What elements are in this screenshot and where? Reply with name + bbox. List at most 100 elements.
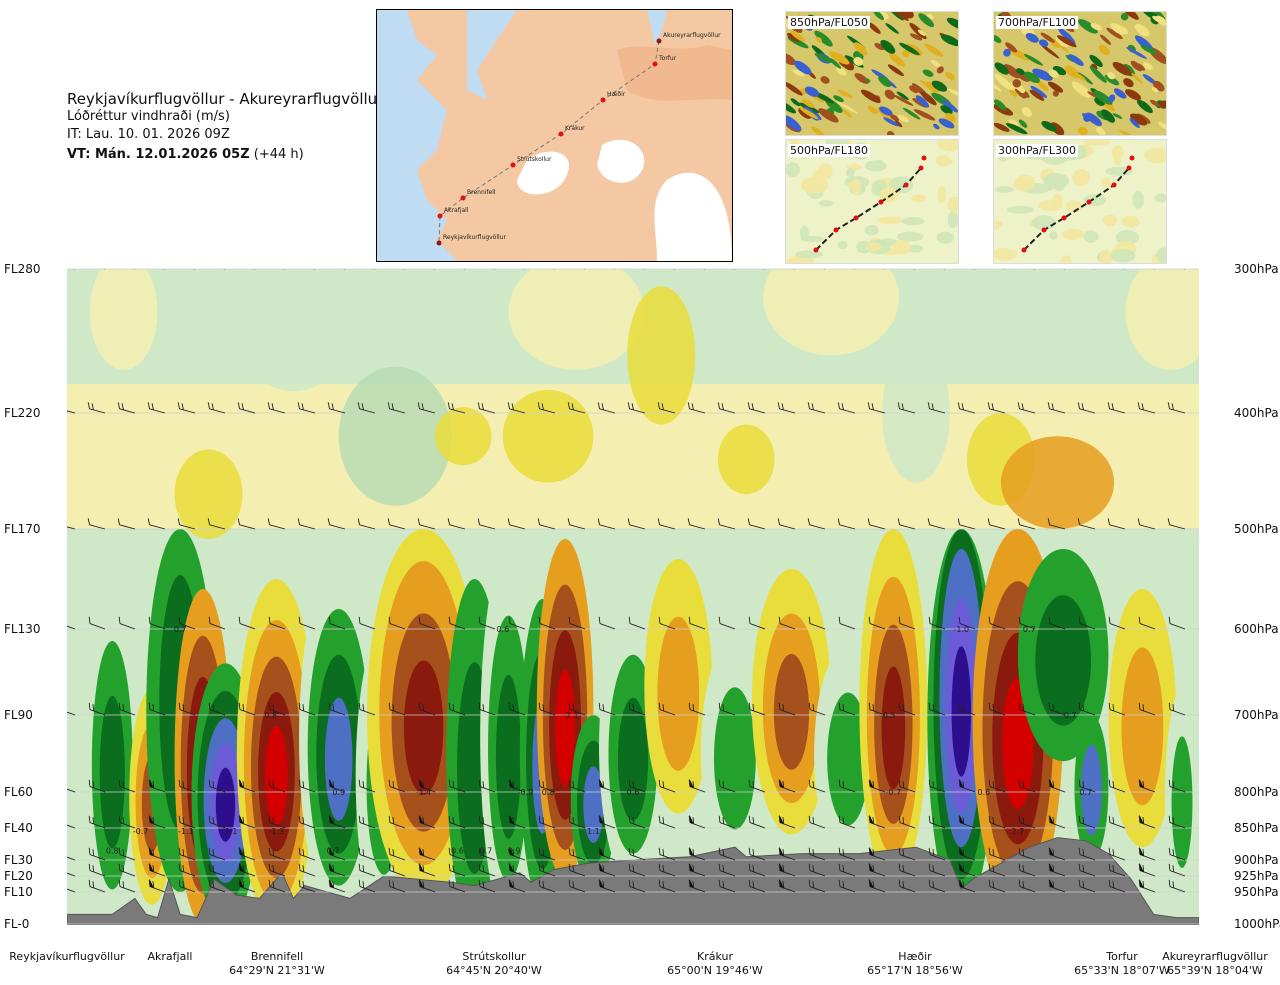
barb-feather [868, 616, 871, 624]
route-point-0 [656, 38, 662, 44]
barb-feather [298, 815, 301, 823]
barb-feather [358, 616, 361, 624]
barb-staff [149, 870, 166, 877]
wind-barb-118 [178, 616, 196, 630]
barb-feather [178, 879, 181, 887]
barb-feather [658, 779, 661, 787]
upper-blob-0 [89, 269, 158, 370]
barb-feather [992, 781, 995, 788]
barb-staff [179, 870, 196, 877]
wind-barb-267 [88, 847, 106, 861]
thumb-streak-20 [1129, 113, 1148, 126]
thumb-streak-99 [1014, 88, 1025, 99]
barb-staff [209, 886, 226, 893]
barb-feather [1168, 863, 1171, 871]
station-name-2: Brennifell [251, 950, 303, 963]
barb-feather [508, 779, 511, 787]
barb-staff [1139, 870, 1156, 877]
barb-feather [508, 616, 511, 624]
barb-feather [572, 865, 575, 872]
barb-staff [779, 886, 796, 893]
barb-staff [509, 786, 526, 793]
value-label-7: 0.7 [327, 846, 340, 855]
barb-feather [362, 704, 365, 711]
barb-feather [898, 815, 901, 823]
barb-feather [268, 847, 271, 855]
station-name-6: Torfur [1105, 950, 1138, 963]
barb-staff [659, 408, 676, 414]
barb-feather [1168, 616, 1171, 624]
barb-feather [632, 704, 635, 711]
thumb-streak-65 [1009, 89, 1018, 97]
thumb-streak-86 [1025, 32, 1039, 43]
wind-barb-323 [628, 863, 646, 877]
column-20-4 [951, 646, 971, 777]
barb-staff [269, 822, 286, 829]
barb-feather [537, 402, 540, 409]
barb-feather [812, 817, 815, 824]
thumb-streak-59 [868, 22, 881, 34]
barb-staff [899, 870, 916, 877]
barb-feather [717, 260, 721, 265]
wind-barb-126 [418, 616, 436, 630]
wind-barb-195 [208, 779, 226, 793]
barb-feather [1107, 402, 1110, 409]
thumb-streak-90 [883, 117, 899, 127]
thumb-300[interactable]: 300hPa/FL300 [993, 139, 1167, 264]
barb-feather [508, 702, 511, 710]
barb-feather [1168, 702, 1171, 710]
barb-staff [1109, 408, 1126, 414]
barb-feather [268, 702, 271, 710]
barb-feather [332, 881, 335, 888]
barb-staff [239, 886, 256, 893]
barb-staff [89, 870, 106, 877]
barb-staff [869, 408, 886, 414]
barb-staff [209, 870, 226, 877]
barb-staff [1049, 870, 1066, 877]
barb-feather [752, 704, 755, 711]
barb-feather [542, 865, 545, 872]
wind-barb-29 [929, 269, 946, 270]
wind-barb-241 [448, 815, 466, 829]
thumb-streak-87 [853, 57, 864, 66]
thumb-streak-33 [994, 122, 1010, 132]
barb-feather [177, 518, 180, 525]
barb-feather [452, 817, 455, 824]
barb-staff [539, 524, 556, 530]
wind-barb-288 [718, 847, 736, 861]
wind-barb-203 [448, 779, 466, 793]
thumb-850-map [786, 12, 958, 135]
thumb-streak-32 [1077, 19, 1098, 34]
barb-staff [389, 269, 406, 270]
thumb-500[interactable]: 500hPa/FL180 [785, 139, 959, 264]
thumb-streak-58 [885, 23, 899, 34]
barb-feather [1077, 518, 1080, 525]
route-point-2 [600, 97, 606, 103]
fl-label-5: FL60 [4, 785, 33, 799]
thumb-700[interactable]: 700hPa/FL100 [993, 11, 1167, 136]
barb-staff [119, 822, 136, 829]
barb-feather [148, 702, 151, 710]
barb-feather [628, 863, 631, 871]
barb-feather [61, 781, 66, 788]
thumb-850[interactable]: 850hPa/FL050 [785, 11, 959, 136]
barb-staff [1109, 709, 1126, 716]
barb-staff [119, 886, 136, 893]
barb-staff [809, 709, 826, 716]
wind-barb-263 [1108, 815, 1126, 829]
thumb-blob-44 [864, 160, 887, 172]
barb-feather [598, 879, 601, 887]
wind-barb-200 [358, 779, 376, 793]
thumb-streak-98 [1090, 22, 1103, 31]
hpa-label-6: 850hPa [1234, 821, 1279, 835]
thumb-streak-7 [884, 89, 895, 100]
barb-staff [89, 709, 106, 716]
barb-feather [1138, 779, 1141, 787]
barb-feather [811, 403, 814, 410]
barb-staff [839, 408, 856, 414]
barb-staff [1169, 854, 1186, 861]
barb-feather [332, 865, 335, 872]
glacier-langjokull [517, 151, 569, 195]
thumb-streak-97 [902, 107, 921, 120]
barb-feather [1081, 403, 1084, 410]
